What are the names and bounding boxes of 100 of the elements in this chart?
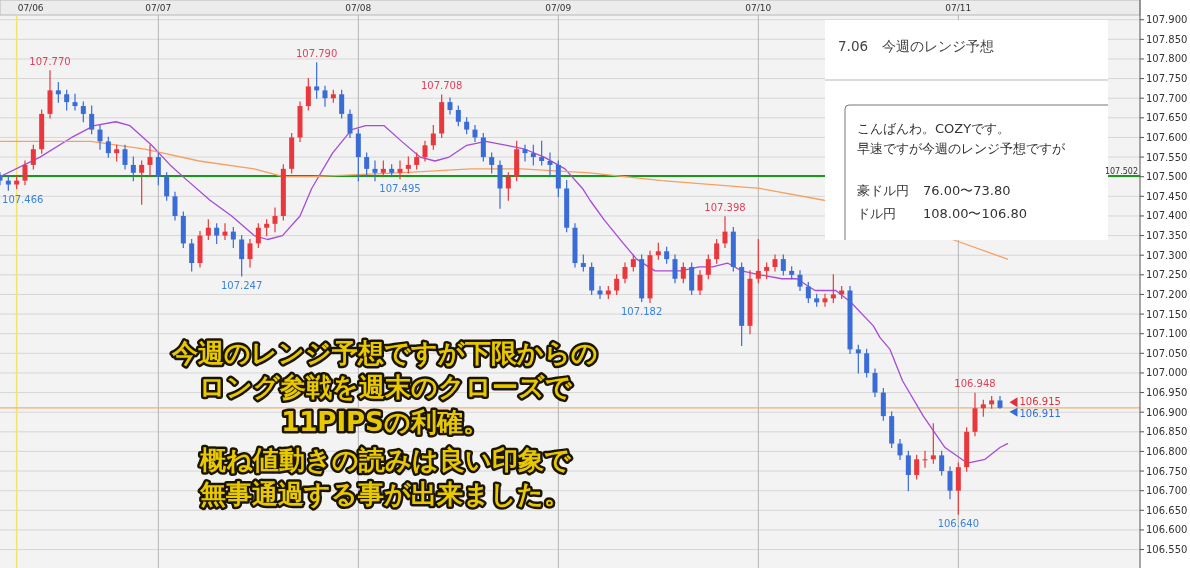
y-tick-label: 106.850	[1146, 426, 1188, 438]
candlestick	[139, 160, 145, 205]
candlestick	[447, 97, 453, 115]
candlestick	[589, 262, 595, 296]
candlestick	[255, 223, 261, 248]
annotation: 107.398	[704, 201, 746, 213]
candlestick	[672, 254, 678, 284]
y-tick-label: 107.500	[1146, 171, 1188, 183]
candlestick	[780, 254, 786, 276]
text: ロング参戦を週末のクローズで	[198, 372, 572, 402]
candlestick	[830, 274, 836, 303]
y-tick-label: 107.600	[1146, 131, 1188, 143]
candlestick	[480, 132, 486, 162]
candlestick	[189, 238, 195, 272]
candlestick	[522, 144, 528, 162]
x-tick-label: 07/10	[745, 3, 772, 13]
candlestick	[222, 223, 228, 241]
annotation: 107.247	[220, 280, 263, 291]
annotation: 107.495	[379, 182, 421, 194]
y-tick-label: 107.550	[1146, 151, 1188, 163]
text: 今週のレンジ予想ですが下限からの	[172, 338, 598, 368]
y-tick-label: 107.750	[1146, 73, 1188, 85]
text: ドル円 108.00〜106.80	[857, 206, 1027, 221]
y-tick-label: 106.800	[1146, 445, 1188, 457]
candlestick	[547, 152, 553, 178]
y-tick-label: 106.550	[1146, 544, 1188, 556]
candlestick	[55, 81, 61, 103]
text: 無事通過する事が出来ました。	[200, 479, 570, 509]
ref-line-label: 07/06	[17, 3, 44, 13]
ref-line-label: 107.502	[1104, 166, 1138, 176]
candlestick	[689, 262, 695, 296]
candlestick	[130, 156, 136, 182]
candlestick	[305, 77, 311, 111]
y-tick-label: 107.100	[1146, 328, 1188, 340]
candlestick	[805, 282, 811, 303]
candlestick	[230, 227, 236, 248]
y-tick-label: 107.150	[1146, 308, 1188, 320]
candlestick	[214, 223, 220, 245]
candlestick	[539, 140, 545, 166]
candlestick	[714, 238, 720, 264]
annotation: 豪ドル円 76.00〜73.80	[857, 183, 1011, 198]
y-tick-label: 106.950	[1146, 387, 1188, 399]
y-tick-label: 107.800	[1146, 53, 1188, 65]
x-tick-label: 07/08	[345, 3, 372, 13]
annotation: 7.06 今週のレンジ予想	[838, 38, 995, 54]
candlestick	[930, 423, 936, 464]
candlestick	[555, 160, 561, 197]
candlestick	[939, 450, 945, 476]
candlestick	[347, 109, 353, 139]
y-tick-label: 107.900	[1146, 14, 1188, 26]
candlestick	[680, 262, 686, 284]
y-tick-label: 107.000	[1146, 367, 1188, 379]
candlestick	[505, 172, 511, 201]
candlestick	[472, 125, 478, 142]
candlestick	[755, 238, 761, 284]
candlestick	[272, 207, 278, 233]
candlestick	[314, 62, 320, 99]
candlestick	[497, 160, 503, 209]
candlestick	[364, 152, 370, 178]
y-tick-label: 107.050	[1146, 347, 1188, 359]
y-tick-label: 107.650	[1146, 112, 1188, 124]
y-tick-label: 106.700	[1146, 485, 1188, 497]
x-tick-label: 07/11	[945, 3, 972, 13]
candlestick	[622, 262, 628, 284]
candlestick	[247, 238, 253, 268]
candlestick	[22, 160, 28, 186]
candlestick	[955, 462, 961, 515]
annotation: 106.640	[937, 518, 980, 530]
y-tick-label: 107.250	[1146, 269, 1188, 281]
y-tick-label: 107.850	[1146, 33, 1188, 45]
annotation: 106.948	[954, 378, 996, 390]
candlestick	[772, 254, 778, 272]
candlestick	[722, 216, 728, 248]
annotation: 107.770	[29, 55, 71, 67]
y-tick-label: 107.400	[1146, 210, 1188, 222]
candlestick	[322, 85, 328, 107]
y-tick-label: 106.650	[1146, 504, 1188, 516]
candlestick	[80, 101, 86, 123]
candlestick	[947, 466, 953, 500]
candlestick	[355, 129, 361, 182]
annotation: 107.708	[420, 80, 463, 92]
candlestick	[422, 140, 428, 162]
candlestick	[455, 105, 461, 127]
candlestick	[897, 439, 903, 460]
candlestick	[97, 125, 103, 150]
candlestick	[872, 368, 878, 398]
candlestick	[47, 70, 53, 119]
candlestick	[855, 344, 861, 374]
annotation: 早速ですが今週のレンジ予想ですが	[857, 141, 1066, 156]
candlestick	[372, 160, 378, 182]
annotation: 106.911	[1019, 407, 1061, 419]
x-tick-label: 07/07	[145, 3, 172, 13]
candlestick	[64, 89, 70, 111]
candlestick	[89, 105, 95, 135]
candlestick	[164, 172, 170, 201]
y-tick-label: 107.200	[1146, 288, 1188, 300]
candlestick	[880, 388, 886, 421]
candlestick	[155, 152, 161, 186]
candlestick	[822, 293, 828, 307]
candlestick	[72, 93, 78, 111]
